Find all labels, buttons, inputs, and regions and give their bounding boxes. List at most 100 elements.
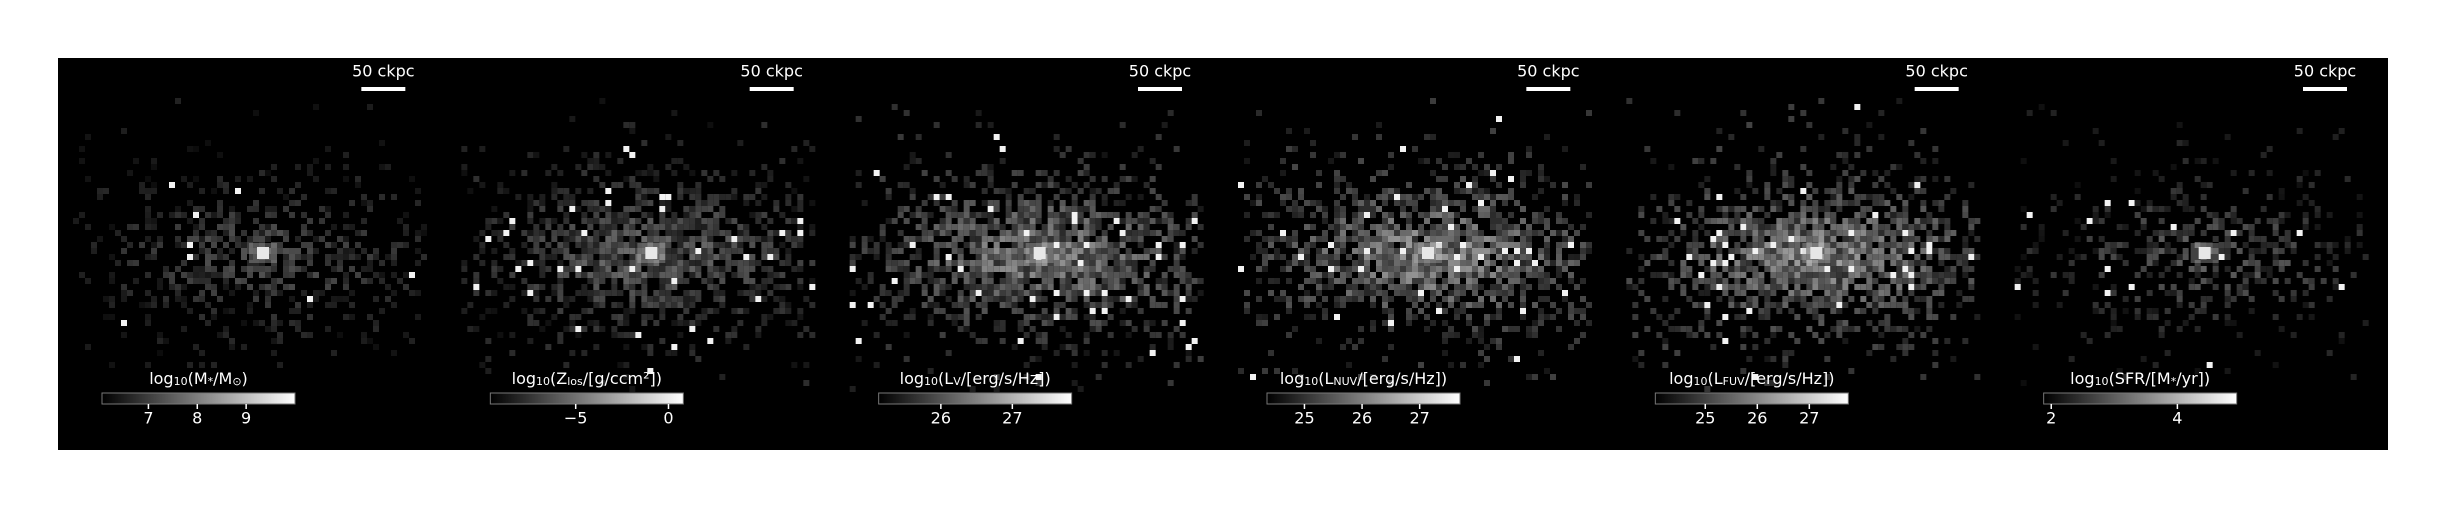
pixel: [1059, 218, 1066, 224]
pixel: [999, 290, 1006, 296]
pixel: [1644, 146, 1651, 152]
pixel: [1836, 284, 1843, 290]
pixel: [313, 176, 319, 182]
pixel: [1854, 134, 1861, 140]
pixel: [533, 320, 540, 326]
pixel: [1131, 218, 1138, 224]
pixel: [719, 194, 726, 200]
pixel: [1382, 248, 1388, 254]
pixel: [761, 164, 768, 170]
pixel: [1872, 194, 1879, 200]
pixel: [1734, 260, 1741, 266]
pixel: [1466, 254, 1472, 260]
pixel: [2230, 320, 2237, 326]
pixel: [1484, 164, 1490, 170]
pixel: [1830, 248, 1837, 254]
pixel: [2152, 230, 2159, 236]
pixel: [1005, 278, 1012, 284]
pixel: [1686, 248, 1693, 254]
pixel: [1113, 350, 1120, 356]
pixel: [957, 266, 964, 272]
pixel: [2224, 212, 2231, 218]
pixel: [1890, 254, 1897, 260]
pixel: [701, 278, 708, 284]
pixel: [659, 248, 666, 254]
pixel: [379, 194, 385, 200]
pixel: [993, 254, 1000, 260]
pixel: [1382, 290, 1388, 296]
pixel: [473, 236, 480, 242]
pixel: [539, 194, 546, 200]
pixel: [1878, 284, 1885, 290]
pixel: [557, 188, 564, 194]
pixel: [1143, 326, 1150, 332]
pixel: [1692, 302, 1699, 308]
pixel: [1424, 134, 1430, 140]
pixel: [587, 206, 594, 212]
pixel: [1526, 224, 1532, 230]
pixel: [2284, 242, 2291, 248]
pixel: [1926, 326, 1933, 332]
pixel: [1424, 236, 1430, 242]
pixel: [1191, 194, 1198, 200]
pixel: [1938, 200, 1945, 206]
pixel: [767, 176, 774, 182]
pixel: [921, 290, 928, 296]
pixel: [1035, 272, 1042, 278]
pixel: [343, 314, 349, 320]
pixel: [957, 302, 964, 308]
pixel: [1340, 224, 1346, 230]
pixel: [1812, 314, 1819, 320]
pixel: [343, 254, 349, 260]
pixel: [1358, 158, 1364, 164]
pixel: [2338, 338, 2345, 344]
pixel: [945, 170, 952, 176]
label-part: /M: [213, 369, 232, 388]
pixel: [563, 302, 570, 308]
galaxy-halo: [1414, 243, 1442, 263]
pixel: [1400, 290, 1406, 296]
pixel: [325, 278, 331, 284]
pixel: [1023, 362, 1030, 368]
pixel: [1496, 236, 1502, 242]
pixel: [1836, 206, 1843, 212]
pixel: [1950, 254, 1957, 260]
pixel: [127, 224, 133, 230]
pixel: [539, 206, 546, 212]
pixel: [1268, 212, 1274, 218]
pixel: [121, 284, 127, 290]
pixel: [575, 236, 582, 242]
pixel: [1680, 284, 1687, 290]
pixel: [1806, 272, 1813, 278]
pixel: [755, 182, 762, 188]
pixel: [1197, 290, 1204, 296]
pixel: [1406, 212, 1412, 218]
pixel: [1926, 296, 1933, 302]
pixel: [1406, 314, 1412, 320]
pixel: [599, 302, 606, 308]
pixel: [1704, 230, 1711, 236]
pixel: [1740, 344, 1747, 350]
pixel: [2230, 218, 2237, 224]
pixel: [617, 332, 624, 338]
pixel: [879, 176, 886, 182]
pixel: [1304, 200, 1310, 206]
pixel: [981, 164, 988, 170]
pixel: [1932, 314, 1939, 320]
galaxy-halo: [249, 243, 277, 263]
pixel: [1430, 200, 1436, 206]
pixel: [993, 266, 1000, 272]
pixel: [539, 254, 546, 260]
label-part: (M: [188, 369, 208, 388]
pixel: [1860, 248, 1867, 254]
pixel: [1047, 272, 1054, 278]
pixel: [969, 386, 976, 392]
pixel: [1836, 248, 1843, 254]
pixel: [1388, 212, 1394, 218]
pixel: [479, 242, 486, 248]
pixel: [121, 128, 127, 134]
pixel: [1083, 218, 1090, 224]
pixel: [1448, 200, 1454, 206]
pixel: [253, 230, 259, 236]
pixel: [2242, 278, 2249, 284]
